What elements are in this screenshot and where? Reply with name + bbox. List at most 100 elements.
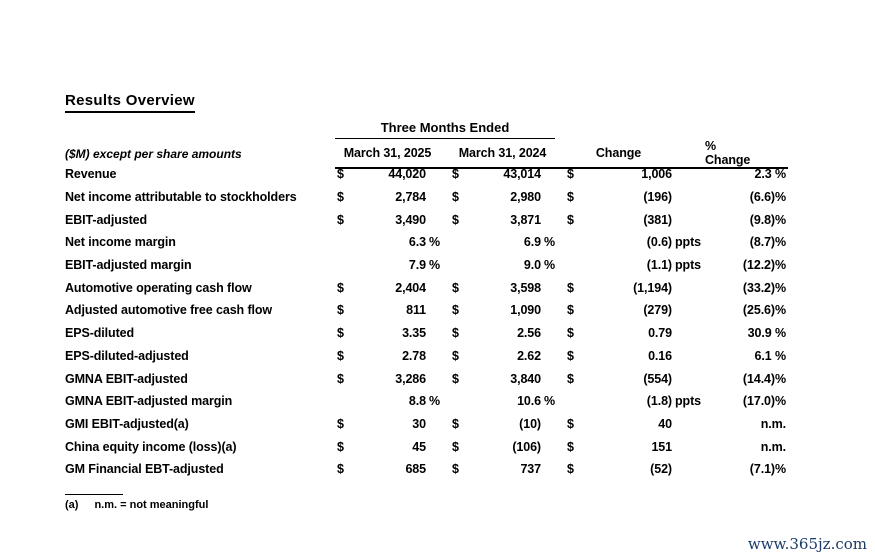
currency-symbol: $ (567, 167, 574, 182)
column-gap (440, 254, 450, 277)
cell-change: (0.6) ppts (565, 231, 705, 254)
row-label: GM Financial EBT-adjusted (65, 462, 224, 477)
value-2025: 3.35 (402, 326, 426, 341)
column-gap (440, 231, 450, 254)
column-gap (555, 322, 565, 345)
currency-symbol: $ (337, 371, 344, 386)
currency-symbol: $ (567, 326, 574, 341)
column-gap (555, 435, 565, 458)
table-row: Revenue $ 44,020 $ 43,014 $ 1,006 (65, 163, 788, 186)
currency-symbol: $ (337, 303, 344, 318)
value-change: (1.8) (646, 394, 672, 409)
cell-march-2024: 10.6 % (450, 390, 555, 413)
cell-pct-change: 6.1 % (754, 348, 787, 363)
row-label: Revenue (65, 167, 117, 182)
column-gap (440, 208, 450, 231)
cell-march-2024: $ 2.62 (450, 345, 555, 368)
currency-symbol: $ (452, 190, 459, 205)
column-header-march-2024: March 31, 2024 (450, 139, 555, 169)
cell-pct-change: (9.8)% (749, 212, 786, 227)
unit-suffix: % (429, 235, 441, 250)
row-label: Net income attributable to stockholders (65, 190, 297, 205)
value-2025: 2,404 (395, 280, 426, 295)
footnote-marker: (a) (65, 499, 79, 511)
unit-suffix: ppts (675, 235, 701, 250)
cell-change: $ 1,006 (565, 163, 705, 186)
cell-march-2024: 6.9 % (450, 231, 555, 254)
cell-march-2025: $ 2,784 (335, 186, 440, 209)
cell-march-2025: $ 2,404 (335, 276, 440, 299)
table-row: GMNA EBIT-adjusted $ 3,286 $ 3,840 $ (55… (65, 367, 788, 390)
unit-suffix: % (429, 394, 441, 409)
value-change: 0.79 (648, 326, 672, 341)
table-row: EBIT-adjusted margin 7.9 % 9.0 % (1.1) p… (65, 254, 788, 277)
value-2025: 685 (405, 462, 426, 477)
value-2024: (106) (512, 439, 541, 454)
cell-march-2025: $ 3,286 (335, 367, 440, 390)
column-gap (440, 186, 450, 209)
cell-march-2024: $ 3,840 (450, 367, 555, 390)
currency-symbol: $ (337, 212, 344, 227)
column-gap (440, 458, 450, 481)
cell-pct-change: n.m. (760, 439, 786, 454)
table-row: GMI EBIT-adjusted(a) $ 30 $ (10) $ 40 (65, 413, 788, 436)
table-row: GMNA EBIT-adjusted margin 8.8 % 10.6 % (… (65, 390, 788, 413)
currency-symbol: $ (452, 280, 459, 295)
cell-change: $ 0.79 (565, 322, 705, 345)
currency-symbol: $ (567, 416, 574, 431)
value-2025: 3,286 (395, 371, 426, 386)
table-row: Net income attributable to stockholders … (65, 186, 788, 209)
value-2025: 6.3 (408, 235, 426, 250)
value-change: 151 (651, 439, 672, 454)
column-gap (555, 390, 565, 413)
table-row: EBIT-adjusted $ 3,490 $ 3,871 $ (381) (65, 208, 788, 231)
row-label: GMI EBIT-adjusted(a) (65, 416, 189, 431)
cell-pct-change: (14.4)% (742, 371, 786, 386)
cell-pct-change: (17.0)% (742, 394, 786, 409)
column-gap (440, 435, 450, 458)
cell-change: $ (279) (565, 299, 705, 322)
watermark-url: www.365jz.com (747, 535, 867, 553)
currency-symbol: $ (567, 190, 574, 205)
cell-change: $ (196) (565, 186, 705, 209)
cell-march-2024: $ 3,598 (450, 276, 555, 299)
value-2024: 9.0 (523, 258, 541, 273)
value-2024: (10) (519, 416, 541, 431)
cell-march-2025: 6.3 % (335, 231, 440, 254)
value-2025: 8.8 (408, 394, 426, 409)
row-label: Net income margin (65, 235, 176, 250)
cell-pct-change: (6.6)% (749, 190, 786, 205)
cell-change: $ (52) (565, 458, 705, 481)
value-change: (381) (643, 212, 672, 227)
currency-symbol: $ (337, 167, 344, 182)
value-2024: 3,871 (510, 212, 541, 227)
currency-symbol: $ (567, 303, 574, 318)
footnote-text: n.m. = not meaningful (94, 499, 209, 511)
value-2024: 3,598 (510, 280, 541, 295)
unit-suffix: ppts (675, 394, 701, 409)
table-row: EPS-diluted-adjusted $ 2.78 $ 2.62 $ 0.1… (65, 345, 788, 368)
currency-symbol: $ (567, 212, 574, 227)
currency-symbol: $ (337, 439, 344, 454)
cell-march-2024: $ (106) (450, 435, 555, 458)
value-2024: 43,014 (503, 167, 541, 182)
value-change: 1,006 (641, 167, 672, 182)
currency-symbol: $ (337, 280, 344, 295)
currency-symbol: $ (337, 190, 344, 205)
value-2024: 1,090 (510, 303, 541, 318)
row-label: GMNA EBIT-adjusted margin (65, 394, 233, 409)
page-title-text: Results Overview (65, 92, 195, 113)
value-2025: 44,020 (388, 167, 426, 182)
group-header: Three Months Ended (335, 116, 555, 139)
value-change: (1,194) (633, 280, 672, 295)
column-gap (440, 367, 450, 390)
row-label: Adjusted automotive free cash flow (65, 303, 273, 318)
cell-march-2025: 7.9 % (335, 254, 440, 277)
currency-symbol: $ (567, 439, 574, 454)
cell-pct-change: (12.2)% (742, 258, 786, 273)
currency-symbol: $ (567, 280, 574, 295)
value-change: (196) (643, 190, 672, 205)
column-gap (440, 139, 450, 169)
value-change: 40 (658, 416, 672, 431)
cell-change: $ (381) (565, 208, 705, 231)
